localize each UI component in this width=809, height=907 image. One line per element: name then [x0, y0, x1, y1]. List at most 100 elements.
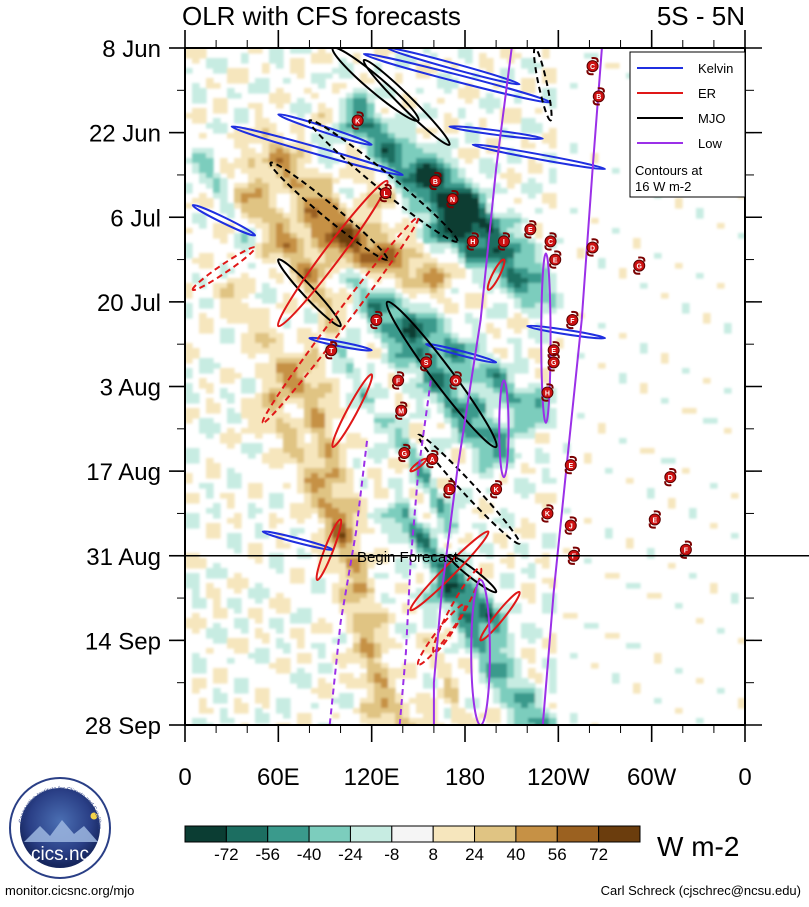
olr-cell	[213, 428, 221, 434]
olr-cell	[255, 318, 263, 324]
olr-cell	[360, 313, 368, 319]
olr-cell	[479, 258, 487, 264]
olr-cell	[486, 168, 494, 174]
olr-cell	[416, 338, 424, 344]
olr-cell	[451, 503, 459, 509]
olr-cell	[423, 323, 431, 329]
olr-cell	[325, 408, 333, 414]
olr-cell	[521, 518, 529, 524]
olr-cell	[290, 373, 298, 379]
olr-cell	[675, 203, 683, 209]
olr-cell	[486, 103, 494, 109]
olr-cell	[185, 68, 193, 74]
olr-cell	[199, 298, 207, 304]
olr-cell	[248, 243, 256, 249]
olr-cell	[444, 303, 452, 309]
olr-cell	[423, 718, 431, 724]
olr-cell	[248, 333, 256, 339]
olr-cell	[528, 623, 536, 629]
olr-cell	[416, 588, 424, 594]
olr-cell	[297, 163, 305, 169]
olr-cell	[276, 213, 284, 219]
olr-cell	[213, 223, 221, 229]
olr-cell	[297, 613, 305, 619]
olr-cell	[304, 358, 312, 364]
olr-cell	[241, 703, 249, 709]
olr-cell	[290, 68, 298, 74]
olr-cell	[451, 178, 459, 184]
olr-cell	[227, 318, 235, 324]
olr-cell	[360, 713, 368, 719]
storm-tail	[426, 462, 434, 469]
olr-cell	[500, 188, 508, 194]
olr-cell	[514, 158, 522, 164]
olr-cell	[626, 538, 634, 544]
olr-cell	[381, 623, 389, 629]
olr-cell	[290, 153, 298, 159]
olr-cell	[535, 108, 543, 114]
olr-cell	[255, 193, 263, 199]
olr-cell	[290, 393, 298, 399]
olr-cell	[262, 398, 270, 404]
olr-cell	[430, 438, 438, 444]
olr-cell	[465, 303, 473, 309]
olr-cell	[437, 73, 445, 79]
olr-cell	[465, 158, 473, 164]
olr-cell	[500, 278, 508, 284]
olr-cell	[353, 593, 361, 599]
olr-cell	[528, 333, 536, 339]
olr-cell	[514, 478, 522, 484]
olr-cell	[395, 303, 403, 309]
olr-cell	[206, 123, 214, 129]
olr-cell	[360, 653, 368, 659]
olr-cell	[458, 573, 466, 579]
olr-cell	[199, 163, 207, 169]
storm-letter: F	[396, 378, 401, 385]
olr-cell	[276, 428, 284, 434]
olr-cell	[290, 443, 298, 449]
olr-cell	[514, 528, 522, 534]
storm-icon	[566, 314, 579, 327]
olr-cell	[304, 383, 312, 389]
olr-cell	[360, 303, 368, 309]
olr-cell	[220, 693, 228, 699]
olr-cell	[290, 438, 298, 444]
olr-cell	[493, 248, 501, 254]
olr-cell	[220, 198, 228, 204]
olr-cell	[528, 283, 536, 289]
olr-cell	[514, 238, 522, 244]
olr-cell	[500, 303, 508, 309]
olr-cell	[493, 253, 501, 259]
olr-cell	[374, 388, 382, 394]
olr-cell	[416, 693, 424, 699]
kelvin-contour	[425, 342, 498, 364]
olr-cell	[276, 138, 284, 144]
olr-cell	[374, 223, 382, 229]
olr-cell	[297, 63, 305, 69]
olr-cell	[290, 568, 298, 574]
olr-cell	[416, 283, 424, 289]
olr-cell	[325, 503, 333, 509]
olr-cell	[395, 53, 403, 59]
olr-cell	[241, 198, 249, 204]
olr-cell	[199, 218, 207, 224]
olr-cell	[311, 688, 319, 694]
olr-cell	[402, 608, 410, 614]
olr-cell	[213, 603, 221, 609]
olr-cell	[199, 668, 207, 674]
olr-cell	[339, 298, 347, 304]
olr-cell	[241, 293, 249, 299]
footer-url[interactable]: monitor.cicsnc.org/mjo	[5, 883, 135, 898]
olr-cell	[423, 603, 431, 609]
olr-cell	[255, 653, 263, 659]
olr-cell	[514, 453, 522, 459]
olr-cell	[535, 128, 543, 134]
olr-cell	[248, 153, 256, 159]
olr-cell	[521, 478, 529, 484]
storm-icon	[648, 513, 661, 526]
olr-cell	[507, 578, 515, 584]
olr-cell	[430, 198, 438, 204]
olr-cell	[696, 213, 704, 219]
storm-tail	[454, 371, 462, 377]
olr-cell	[458, 358, 466, 364]
